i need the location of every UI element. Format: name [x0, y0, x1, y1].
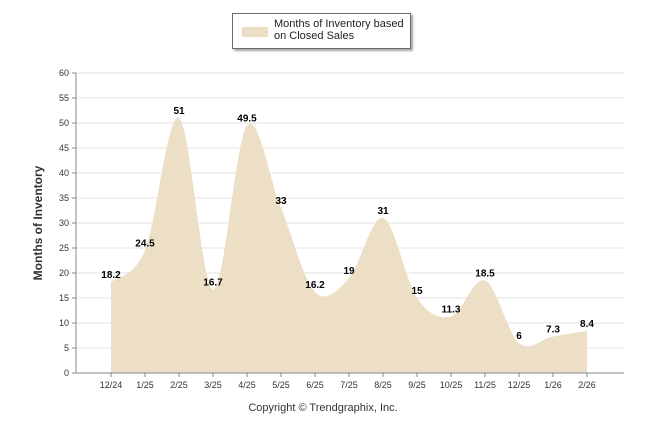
data-label: 31 — [377, 206, 389, 217]
x-tick-label: 10/25 — [440, 380, 463, 390]
y-tick-label: 30 — [59, 218, 69, 228]
x-tick-label: 9/25 — [408, 380, 426, 390]
y-tick-label: 15 — [59, 293, 69, 303]
data-label: 49.5 — [237, 114, 257, 125]
y-tick-label: 5 — [64, 343, 69, 353]
x-tick-label: 7/25 — [340, 380, 358, 390]
y-tick-label: 20 — [59, 268, 69, 278]
x-tick-label: 2/25 — [170, 380, 188, 390]
data-label: 33 — [275, 196, 287, 207]
data-label: 18.2 — [101, 270, 121, 281]
y-tick-label: 25 — [59, 243, 69, 253]
x-tick-label: 3/25 — [204, 380, 222, 390]
x-tick-label: 8/25 — [374, 380, 392, 390]
data-label: 8.4 — [580, 319, 594, 330]
y-tick-label: 60 — [59, 68, 69, 78]
series-area — [111, 117, 587, 373]
data-label: 16.2 — [305, 280, 325, 291]
data-label: 16.7 — [203, 278, 223, 289]
data-label: 19 — [343, 266, 355, 277]
legend: Months of Inventory based on Closed Sale… — [232, 13, 411, 49]
data-label: 51 — [173, 106, 185, 117]
data-label: 18.5 — [475, 269, 495, 280]
data-label: 11.3 — [442, 305, 461, 316]
legend-swatch — [242, 27, 268, 37]
y-axis-title: Months of Inventory — [31, 165, 45, 280]
copyright-text: Copyright © Trendgraphix, Inc. — [248, 402, 398, 414]
x-tick-label: 12/24 — [100, 380, 123, 390]
axes: 0 5 10 15 20 25 30 35 40 45 50 55 60 12/24 1/25 2/25 3/2… — [59, 68, 624, 390]
area-series-months-of-inventory — [111, 117, 587, 373]
data-label: 6 — [516, 331, 522, 342]
x-tick-label: 5/25 — [272, 380, 290, 390]
x-tick-label: 2/26 — [578, 380, 596, 390]
y-tick-label: 35 — [59, 193, 69, 203]
x-tick-label: 12/25 — [508, 380, 531, 390]
y-tick-label: 0 — [64, 368, 69, 378]
y-tick-label: 10 — [59, 318, 69, 328]
legend-label: Months of Inventory based on Closed Sale… — [274, 18, 404, 42]
y-tick-label: 50 — [59, 118, 69, 128]
x-tick-label: 1/26 — [544, 380, 562, 390]
y-tick-label: 55 — [59, 93, 69, 103]
x-tick-label: 1/25 — [136, 380, 154, 390]
y-tick-label: 40 — [59, 168, 69, 178]
data-label: 24.5 — [135, 239, 155, 250]
x-tick-label: 6/25 — [306, 380, 324, 390]
data-label: 7.3 — [546, 325, 560, 336]
data-labels: 18.2 24.5 51 16.7 49.5 33 16.2 19 31 15 11.3 18.5 6 7… — [101, 106, 594, 342]
data-label: 15 — [411, 286, 423, 297]
x-tick-label: 11/25 — [474, 380, 496, 390]
y-tick-label: 45 — [59, 143, 69, 153]
x-tick-label: 4/25 — [238, 380, 256, 390]
